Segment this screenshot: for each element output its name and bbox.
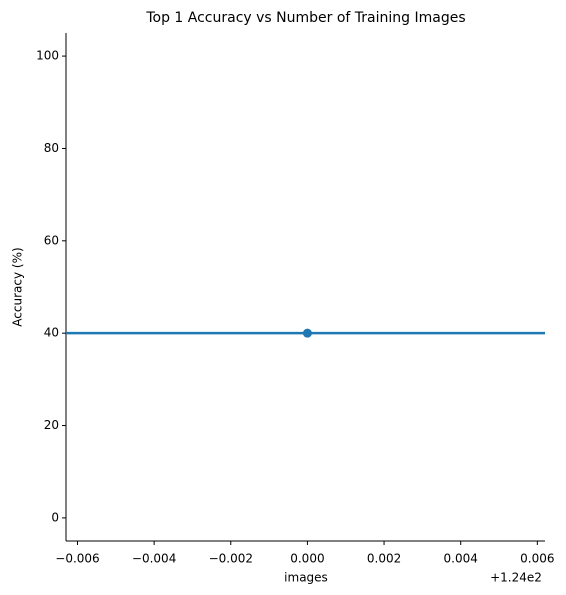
point bbox=[302, 328, 312, 338]
x-tick-label: −0.006 bbox=[55, 552, 99, 566]
x-tick-label: −0.002 bbox=[209, 552, 253, 566]
x-axis-label: images bbox=[284, 571, 328, 585]
y-axis-label: Accuracy (%) bbox=[11, 247, 25, 326]
y-tick-label: 100 bbox=[36, 49, 59, 63]
x-tick-label: 0.006 bbox=[520, 552, 554, 566]
x-offset-label: +1.24e2 bbox=[490, 571, 542, 585]
x-tick-label: 0.002 bbox=[367, 552, 401, 566]
y-tick-label: 40 bbox=[44, 326, 59, 340]
y-tick-label: 80 bbox=[44, 141, 59, 155]
chart-title: Top 1 Accuracy vs Number of Training Ima… bbox=[145, 10, 465, 26]
x-tick-label: −0.004 bbox=[132, 552, 176, 566]
x-tick-label: 0.000 bbox=[290, 552, 324, 566]
y-tick-label: 0 bbox=[51, 510, 59, 524]
y-tick-label: 60 bbox=[44, 233, 59, 247]
y-tick-label: 20 bbox=[44, 418, 59, 432]
x-tick-label: 0.004 bbox=[444, 552, 478, 566]
